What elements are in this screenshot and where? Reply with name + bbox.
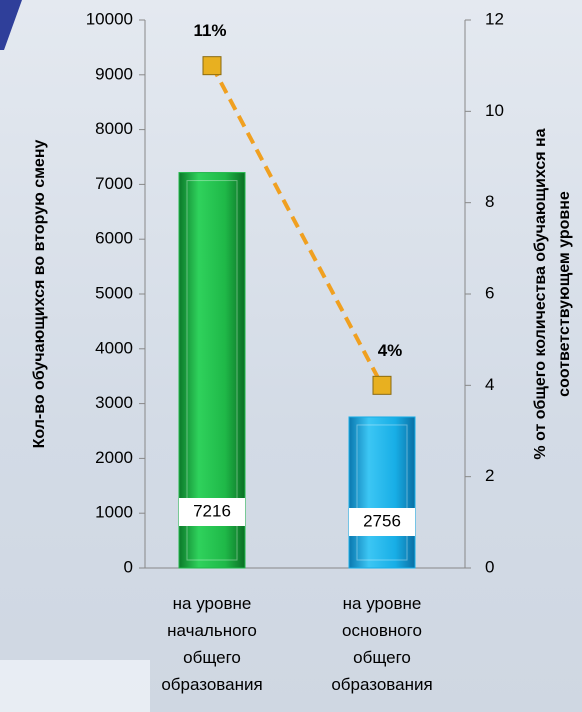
data-label-box	[349, 508, 415, 536]
y2-tick-label: 8	[485, 192, 494, 211]
y-tick-label: 9000	[95, 64, 133, 83]
y-tick-label: 7000	[95, 174, 133, 193]
y2-tick-label: 4	[485, 375, 494, 394]
y-tick-label: 8000	[95, 119, 133, 138]
line-marker	[202, 56, 222, 76]
x-tick-label: на уровне основного общего образования	[331, 594, 433, 694]
y-tick-label: 10000	[86, 9, 133, 28]
y2-tick-label: 6	[485, 283, 494, 302]
line-marker	[372, 375, 392, 395]
data-label: 7216	[193, 501, 231, 520]
y2-axis-label: % от общего количества обучающихся на со…	[532, 128, 573, 460]
y2-tick-label: 10	[485, 101, 504, 120]
y-tick-label: 5000	[95, 283, 133, 302]
bar-bevel	[356, 424, 408, 561]
bar-bevel	[186, 180, 238, 561]
bar	[348, 416, 416, 569]
y-tick-label: 1000	[95, 503, 133, 522]
y-axis-label: Кол-во обучающихся во вторую смену	[31, 139, 48, 449]
y-tick-label: 2000	[95, 448, 133, 467]
decor-box	[0, 660, 150, 712]
y2-tick-label: 12	[485, 9, 504, 28]
x-tick-label: на уровне начального общего образования	[161, 594, 263, 694]
y-tick-label: 0	[124, 557, 133, 576]
y-tick-label: 6000	[95, 229, 133, 248]
decor-arrow	[0, 0, 22, 50]
line	[210, 64, 384, 387]
data-label-box	[179, 498, 245, 526]
y-tick-label: 4000	[95, 338, 133, 357]
y-tick-label: 3000	[95, 393, 133, 412]
y2-tick-label: 0	[485, 557, 494, 576]
data-label: 2756	[363, 511, 401, 530]
line-label: 11%	[193, 21, 226, 40]
y2-tick-label: 2	[485, 466, 494, 485]
line-label: 4%	[378, 341, 403, 360]
